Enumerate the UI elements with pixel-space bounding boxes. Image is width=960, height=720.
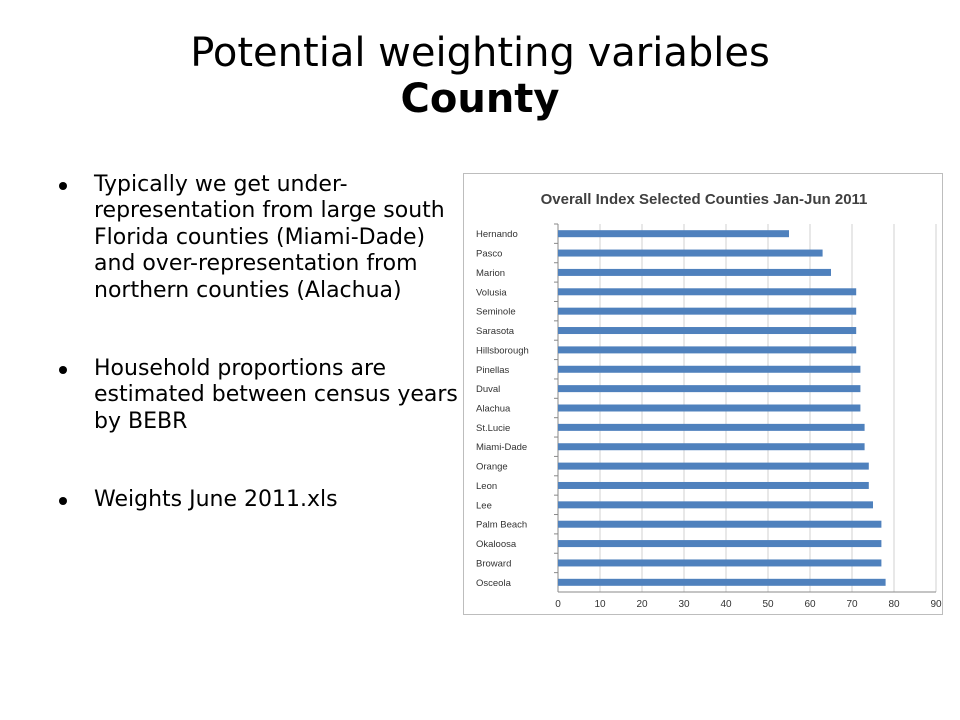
bar [558, 423, 865, 431]
category-label: Osceola [476, 578, 512, 589]
category-label: Volusia [476, 287, 507, 298]
x-tick-label: 80 [888, 599, 900, 610]
bar [558, 481, 869, 489]
bullet-item: Household proportions are estimated betw… [55, 356, 465, 435]
category-label: Orange [476, 462, 508, 473]
category-label: Lee [476, 500, 492, 511]
bar [558, 404, 861, 412]
bar [558, 307, 857, 315]
category-label: Pasco [476, 249, 502, 260]
bullet-dot-icon [59, 365, 67, 374]
x-tick-label: 60 [804, 599, 816, 610]
bullet-item: Typically we get under-representation fr… [55, 172, 465, 304]
bar [558, 249, 823, 257]
bar [558, 501, 873, 509]
bar [558, 365, 861, 373]
bullet-dot-icon [59, 182, 67, 190]
bullet-item: Weights June 2011.xls [55, 487, 465, 513]
bullet-list: Typically we get under-representation fr… [55, 172, 465, 514]
category-label: Seminole [476, 307, 516, 318]
category-label: Sarasota [476, 326, 515, 337]
bar [558, 230, 789, 238]
bar [558, 559, 882, 567]
x-tick-label: 30 [678, 599, 690, 610]
bar [558, 327, 857, 335]
x-tick-label: 10 [594, 599, 606, 610]
x-tick-label: 20 [636, 599, 648, 610]
chart-container: Overall Index Selected Counties Jan-Jun … [463, 173, 943, 615]
title-main: Potential weighting variables [190, 30, 770, 76]
bar [558, 462, 869, 470]
category-label: Leon [476, 481, 497, 492]
title-sub: County [400, 76, 560, 122]
bar [558, 540, 882, 548]
bullet-text: Household proportions are estimated betw… [94, 355, 458, 434]
bullet-text: Weights June 2011.xls [94, 487, 338, 513]
category-label: Hillsborough [476, 345, 529, 356]
bar [558, 443, 865, 451]
category-label: Alachua [476, 404, 511, 415]
bar [558, 346, 857, 354]
category-label: Pinellas [476, 365, 510, 376]
x-tick-label: 90 [930, 599, 942, 610]
bullet-dot-icon [59, 497, 67, 506]
bar [558, 268, 831, 276]
x-tick-label: 50 [762, 599, 774, 610]
category-label: Okaloosa [476, 539, 517, 550]
category-label: St.Lucie [476, 423, 510, 434]
bar [558, 385, 861, 393]
category-label: Broward [476, 558, 511, 569]
slide-title: Potential weighting variables County [60, 30, 900, 122]
bar [558, 520, 882, 528]
chart-title: Overall Index Selected Counties Jan-Jun … [541, 191, 868, 208]
category-label: Duval [476, 384, 500, 395]
x-tick-label: 0 [555, 599, 561, 610]
category-label: Hernando [476, 229, 518, 240]
category-label: Marion [476, 268, 505, 279]
category-label: Miami-Dade [476, 442, 527, 453]
x-tick-label: 70 [846, 599, 858, 610]
category-label: Palm Beach [476, 520, 527, 531]
x-tick-label: 40 [720, 599, 732, 610]
bar [558, 288, 857, 296]
bullet-text: Typically we get under-representation fr… [94, 172, 445, 303]
bar-chart: Overall Index Selected Counties Jan-Jun … [476, 191, 942, 610]
bar [558, 578, 886, 586]
